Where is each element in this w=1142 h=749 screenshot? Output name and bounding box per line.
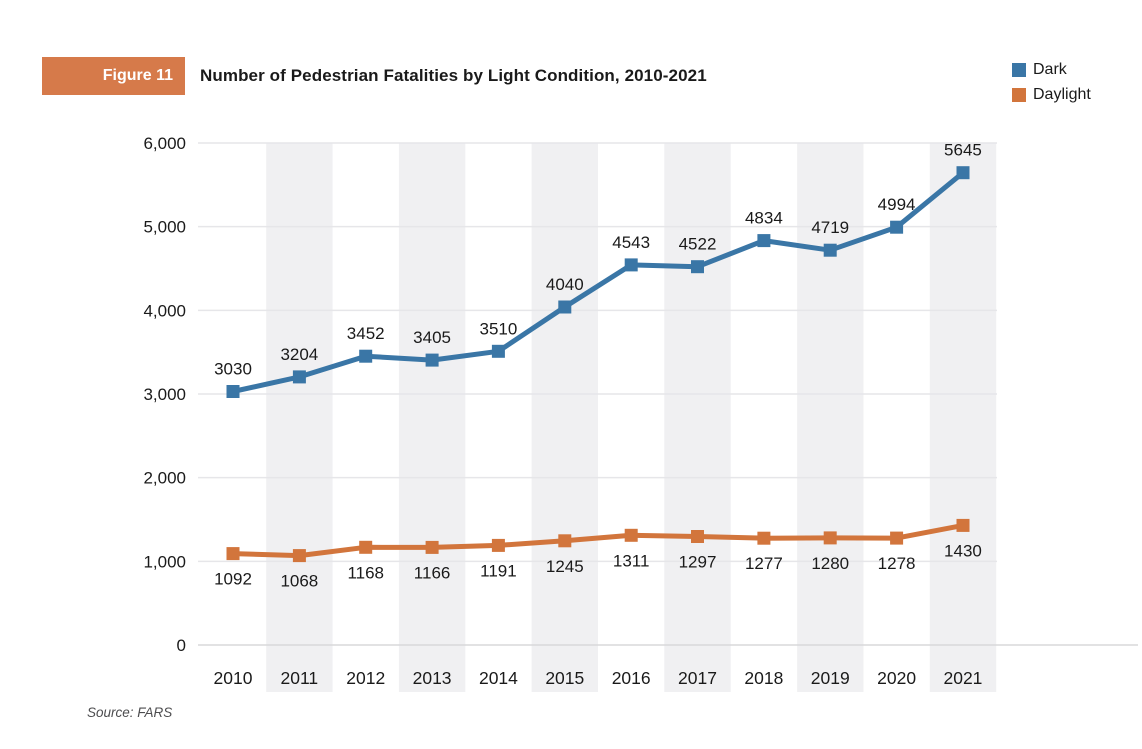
daylight-data-label: 1068 (280, 572, 318, 591)
daylight-data-label: 1297 (679, 553, 717, 572)
daylight-data-label: 1278 (878, 554, 916, 573)
dark-data-label: 3510 (480, 319, 518, 338)
y-tick-label: 5,000 (143, 218, 186, 237)
dark-series-marker (425, 353, 439, 367)
x-tick-label: 2013 (413, 668, 452, 688)
daylight-data-label: 1245 (546, 557, 584, 576)
daylight-series-marker (956, 518, 970, 532)
alt-year-band (398, 143, 466, 692)
source-note: Source: FARS (87, 705, 173, 720)
daylight-data-label: 1277 (745, 554, 783, 573)
dark-series-marker (624, 258, 638, 272)
chart-title: Number of Pedestrian Fatalities by Light… (200, 66, 707, 85)
daylight-series-marker (823, 531, 837, 545)
x-tick-label: 2020 (877, 668, 916, 688)
dark-series-marker (757, 234, 771, 248)
daylight-data-label: 1191 (480, 561, 517, 580)
dark-data-label: 3030 (214, 360, 252, 379)
daylight-data-label: 1311 (613, 551, 650, 570)
dark-series-marker (226, 385, 240, 398)
legend-item-daylight: Daylight (1012, 86, 1091, 104)
y-tick-label: 4,000 (143, 301, 186, 320)
dark-data-label: 3204 (280, 345, 318, 364)
y-tick-label: 6,000 (143, 134, 186, 153)
daylight-series-marker (226, 547, 240, 561)
alt-year-band (266, 143, 333, 692)
dark-series-marker (823, 243, 837, 257)
dark-data-label: 4040 (546, 275, 584, 294)
daylight-series-marker (292, 549, 306, 563)
y-tick-label: 1,000 (143, 552, 186, 571)
dark-data-label: 4522 (679, 235, 717, 254)
figure-number-badge: Figure 11 (42, 57, 185, 95)
x-tick-label: 2018 (744, 668, 783, 688)
legend-item-dark: Dark (1012, 61, 1091, 79)
alt-year-band (797, 143, 864, 692)
alt-year-band (929, 143, 997, 692)
dark-series-marker (956, 166, 970, 180)
alt-year-band (664, 143, 731, 692)
dark-series-marker (558, 300, 572, 314)
x-tick-label: 2012 (346, 668, 385, 688)
legend: Dark Daylight (1012, 61, 1091, 111)
daylight-series-marker (757, 531, 771, 545)
daylight-series-line (232, 522, 964, 559)
daylight-data-label: 1430 (944, 541, 982, 560)
x-tick-label: 2011 (281, 668, 319, 688)
y-tick-label: 0 (177, 636, 186, 655)
daylight-series-marker (624, 528, 638, 542)
legend-label-daylight: Daylight (1033, 86, 1091, 103)
x-tick-label: 2016 (612, 668, 651, 688)
daylight-series-swatch-icon (1012, 88, 1026, 102)
x-tick-label: 2017 (678, 668, 717, 688)
dark-data-label: 5645 (944, 141, 982, 160)
y-tick-label: 2,000 (143, 469, 186, 488)
dark-data-label: 4834 (745, 209, 783, 228)
legend-label-dark: Dark (1033, 61, 1067, 78)
daylight-series-marker (425, 540, 439, 554)
x-tick-label: 2014 (479, 668, 518, 688)
daylight-data-label: 1280 (811, 554, 849, 573)
daylight-data-label: 1168 (347, 563, 384, 582)
dark-series-line (232, 170, 965, 394)
x-tick-label: 2021 (943, 668, 982, 688)
dark-data-label: 3405 (413, 328, 451, 347)
dark-series-marker (691, 260, 704, 274)
daylight-series-marker (558, 534, 572, 548)
dark-series-marker (491, 344, 505, 358)
alt-year-band (531, 143, 598, 692)
x-tick-label: 2015 (545, 668, 584, 688)
daylight-series-marker (890, 531, 904, 545)
daylight-series-marker (491, 538, 505, 552)
daylight-series-marker (359, 540, 373, 554)
dark-data-label: 4994 (878, 195, 916, 214)
daylight-data-label: 1166 (414, 563, 451, 582)
dark-data-label: 4543 (612, 233, 650, 252)
daylight-series-marker (691, 530, 704, 543)
dark-data-label: 4719 (811, 218, 849, 237)
dark-series-marker (359, 349, 373, 363)
daylight-data-label: 1092 (214, 570, 252, 589)
dark-data-label: 3452 (347, 324, 385, 343)
x-tick-label: 2010 (214, 668, 253, 688)
dark-series-marker (292, 370, 306, 384)
x-tick-label: 2019 (811, 668, 850, 688)
dark-series-marker (890, 220, 904, 234)
dark-series-swatch-icon (1012, 63, 1026, 77)
y-tick-label: 3,000 (143, 385, 186, 404)
